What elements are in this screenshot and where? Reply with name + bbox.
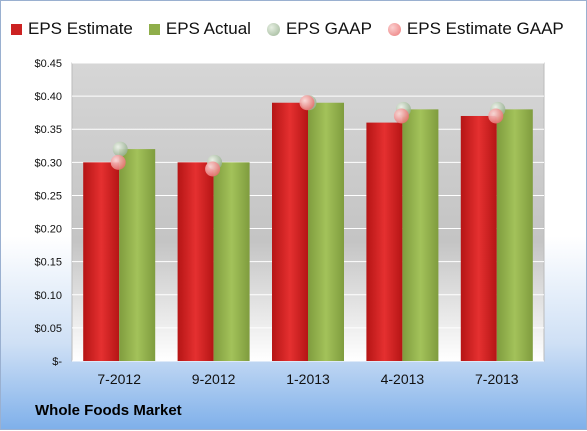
y-tick-label: $0.20 xyxy=(34,224,62,236)
marker-eps-estimate-gaap-1-2013 xyxy=(299,95,315,111)
legend-label-eps-estimate-gaap: EPS Estimate GAAP xyxy=(406,19,564,38)
x-tick-label: 7-2012 xyxy=(97,371,141,387)
legend-label-eps-actual: EPS Actual xyxy=(165,19,251,38)
y-tick-label: $- xyxy=(52,356,62,368)
legend-label-eps-estimate: EPS Estimate xyxy=(28,19,133,38)
y-tick-label: $0.35 xyxy=(34,124,62,136)
bar-eps-estimate-4-2013 xyxy=(366,122,403,361)
marker-eps-estimate-gaap-4-2013 xyxy=(393,108,409,124)
x-tick-label: 9-2012 xyxy=(192,371,236,387)
legend: EPS Estimate EPS Actual EPS GAAP EPS Est… xyxy=(11,17,564,41)
bar-eps-estimate-9-2012 xyxy=(177,162,214,361)
marker-eps-estimate-gaap-7-2012 xyxy=(110,154,126,170)
company-name: Whole Foods Market xyxy=(35,402,182,419)
bar-eps-actual-9-2012 xyxy=(213,162,250,361)
bar-eps-estimate-7-2013 xyxy=(460,115,497,361)
bar-eps-actual-7-2013 xyxy=(496,109,533,361)
x-tick-label: 1-2013 xyxy=(286,371,330,387)
x-tick-label: 7-2013 xyxy=(475,371,519,387)
y-tick-label: $0.10 xyxy=(34,290,62,302)
legend-item-eps-estimate-gaap: EPS Estimate GAAP xyxy=(387,19,564,39)
marker-eps-estimate-gaap-7-2013 xyxy=(488,108,504,124)
y-tick-label: $0.45 xyxy=(34,58,62,70)
legend-marker-eps-gaap xyxy=(266,22,280,36)
bar-eps-estimate-1-2013 xyxy=(272,102,308,361)
bar-eps-actual-1-2013 xyxy=(308,102,344,361)
marker-eps-gaap-7-2012 xyxy=(112,141,128,157)
y-tick-label: $0.05 xyxy=(34,323,62,335)
legend-item-eps-actual: EPS Actual xyxy=(148,19,251,39)
bar-eps-actual-7-2012 xyxy=(119,149,156,361)
legend-item-eps-estimate: EPS Estimate xyxy=(11,19,133,39)
marker-eps-estimate-gaap-9-2012 xyxy=(205,161,221,177)
legend-swatch-eps-actual xyxy=(148,23,160,35)
y-tick-label: $0.25 xyxy=(34,190,62,202)
legend-item-eps-gaap: EPS GAAP xyxy=(266,19,372,39)
y-tick-label: $0.15 xyxy=(34,257,62,269)
y-tick-label: $0.40 xyxy=(34,91,62,103)
bar-eps-estimate-7-2012 xyxy=(83,162,120,361)
legend-swatch-eps-estimate xyxy=(11,23,22,35)
x-tick-label: 4-2013 xyxy=(381,371,425,387)
legend-label-eps-gaap: EPS GAAP xyxy=(285,19,372,38)
y-tick-label: $0.30 xyxy=(34,157,62,169)
bar-eps-actual-4-2013 xyxy=(402,109,439,361)
legend-marker-eps-estimate-gaap xyxy=(387,22,401,36)
